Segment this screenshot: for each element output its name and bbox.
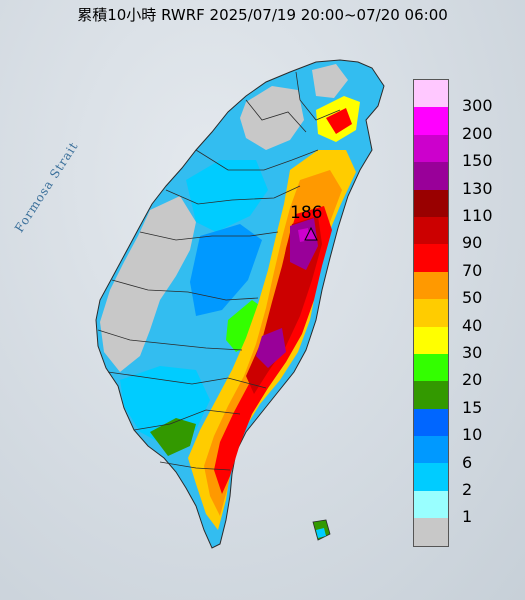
- map-title: 累積10小時 RWRF 2025/07/19 20:00~07/20 06:00: [77, 6, 448, 24]
- legend-swatch: [414, 162, 448, 190]
- legend-label: 10: [462, 425, 483, 445]
- legend-label: 15: [462, 397, 483, 417]
- legend-label: 50: [462, 288, 483, 308]
- legend-label: 200: [462, 123, 493, 143]
- legend-swatch: [414, 271, 448, 300]
- legend-swatch: [414, 408, 448, 437]
- grey-region-north: [240, 86, 304, 150]
- legend-swatch: [414, 134, 448, 163]
- legend-swatch: [414, 189, 448, 217]
- legend-swatch: [414, 353, 448, 382]
- legend-label: 150: [462, 151, 493, 171]
- legend-swatch: [414, 299, 448, 327]
- legend-label: 2: [462, 480, 473, 499]
- purple-region-south: [256, 328, 286, 368]
- county-boundaries: [97, 71, 341, 471]
- blue-region: [190, 224, 262, 316]
- legend-swatch: [414, 490, 448, 519]
- legend-swatch: [414, 107, 448, 135]
- color-legend: [413, 79, 449, 547]
- legend-swatch: [414, 518, 448, 546]
- triangle-marker: [304, 226, 318, 241]
- legend-label: 20: [462, 370, 483, 390]
- legend-swatch: [414, 436, 448, 464]
- legend-label: 110: [462, 206, 493, 225]
- legend-swatch: [414, 80, 448, 108]
- legend-swatch: [414, 381, 448, 409]
- legend-label: 70: [462, 260, 483, 280]
- max-rainfall-value: 186: [290, 203, 323, 223]
- legend-label: 6: [462, 452, 473, 472]
- legend-swatch: [414, 463, 448, 491]
- legend-label: 130: [462, 178, 493, 198]
- legend-swatch: [414, 244, 448, 272]
- northeast-red: [326, 108, 352, 134]
- legend-label: 40: [462, 315, 483, 335]
- legend-swatch: [414, 326, 448, 354]
- cyan-region: [186, 160, 268, 232]
- grey-region-northeast: [312, 64, 348, 98]
- legend-label: 300: [462, 96, 493, 116]
- grey-region-west: [100, 196, 196, 372]
- legend-swatch: [414, 216, 448, 245]
- orchid-island: [316, 528, 326, 538]
- green-region: [150, 418, 196, 456]
- legend-label: 90: [462, 233, 483, 253]
- legend-label: 30: [462, 343, 483, 362]
- legend-label: 1: [462, 507, 473, 527]
